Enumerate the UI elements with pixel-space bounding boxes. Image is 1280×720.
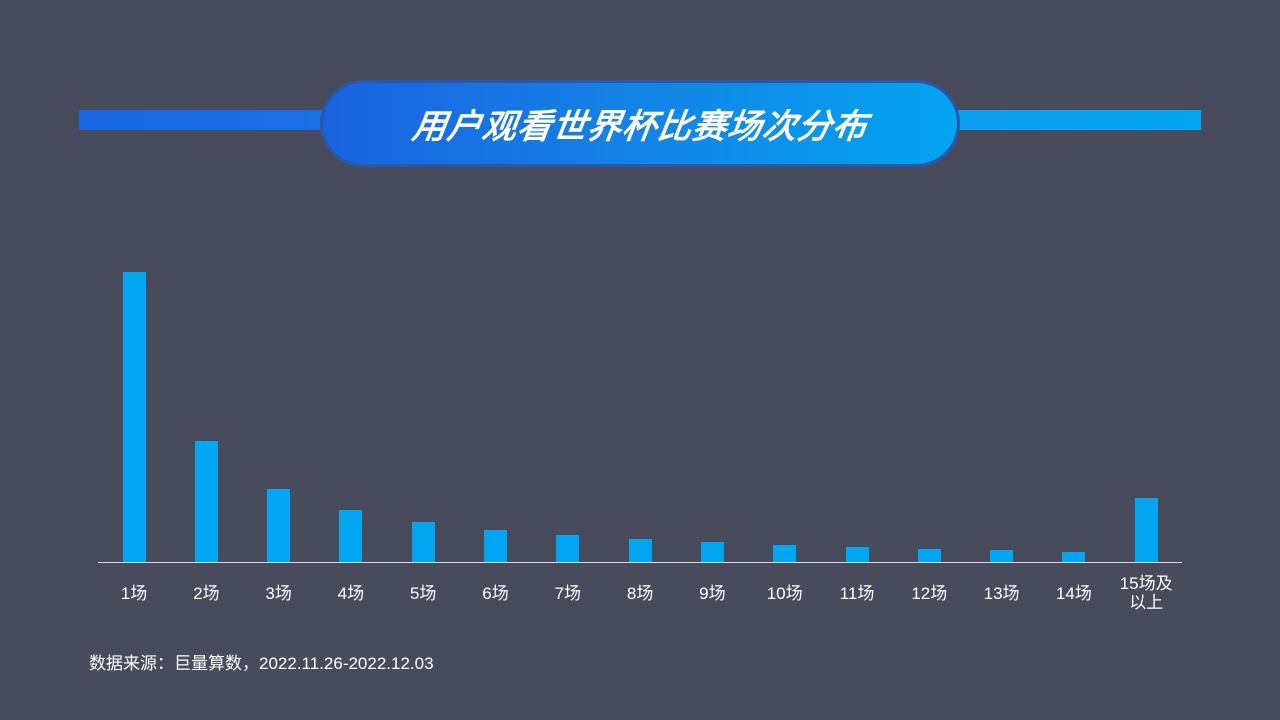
x-tick-label: 12场 <box>911 584 948 603</box>
bar-4 <box>339 510 363 562</box>
bar-12 <box>917 549 941 562</box>
title-decor-bar-right <box>956 110 1201 130</box>
x-tick-label: 15场及 以上 <box>1119 574 1173 612</box>
x-tick-label: 9场 <box>699 584 726 603</box>
x-tick-label: 7场 <box>554 584 582 603</box>
bar-3 <box>267 489 291 562</box>
bar-13 <box>990 550 1014 562</box>
x-tick-label: 13场 <box>983 584 1020 603</box>
x-tick-label: 14场 <box>1055 584 1092 603</box>
bar-7 <box>556 535 580 562</box>
bar-15 <box>1134 498 1158 562</box>
bar-10 <box>773 545 797 562</box>
bar-5 <box>411 522 435 562</box>
x-tick-label: 5场 <box>409 584 437 603</box>
title-decor-bar-left <box>79 110 324 130</box>
bar-11 <box>845 547 869 562</box>
bar-2 <box>194 441 218 562</box>
bar-1 <box>122 272 146 562</box>
bar-14 <box>1062 552 1086 562</box>
x-tick-label: 3场 <box>265 584 292 603</box>
x-tick-label: 6场 <box>482 584 509 603</box>
x-tick-label: 8场 <box>626 584 654 603</box>
x-axis-line <box>98 562 1182 563</box>
title-banner: 用户观看世界杯比赛场次分布 <box>320 80 960 167</box>
x-tick-label: 2场 <box>193 584 220 603</box>
x-tick-label: 10场 <box>766 584 803 603</box>
data-source-note: 数据来源：巨量算数，2022.11.26-2022.12.03 <box>89 654 434 673</box>
bar-9 <box>700 542 724 562</box>
bar-6 <box>484 530 507 562</box>
x-tick-label: 11场 <box>839 584 875 603</box>
x-tick-label: 4场 <box>337 584 365 603</box>
bar-8 <box>628 539 652 562</box>
x-tick-label: 1场 <box>120 584 148 603</box>
